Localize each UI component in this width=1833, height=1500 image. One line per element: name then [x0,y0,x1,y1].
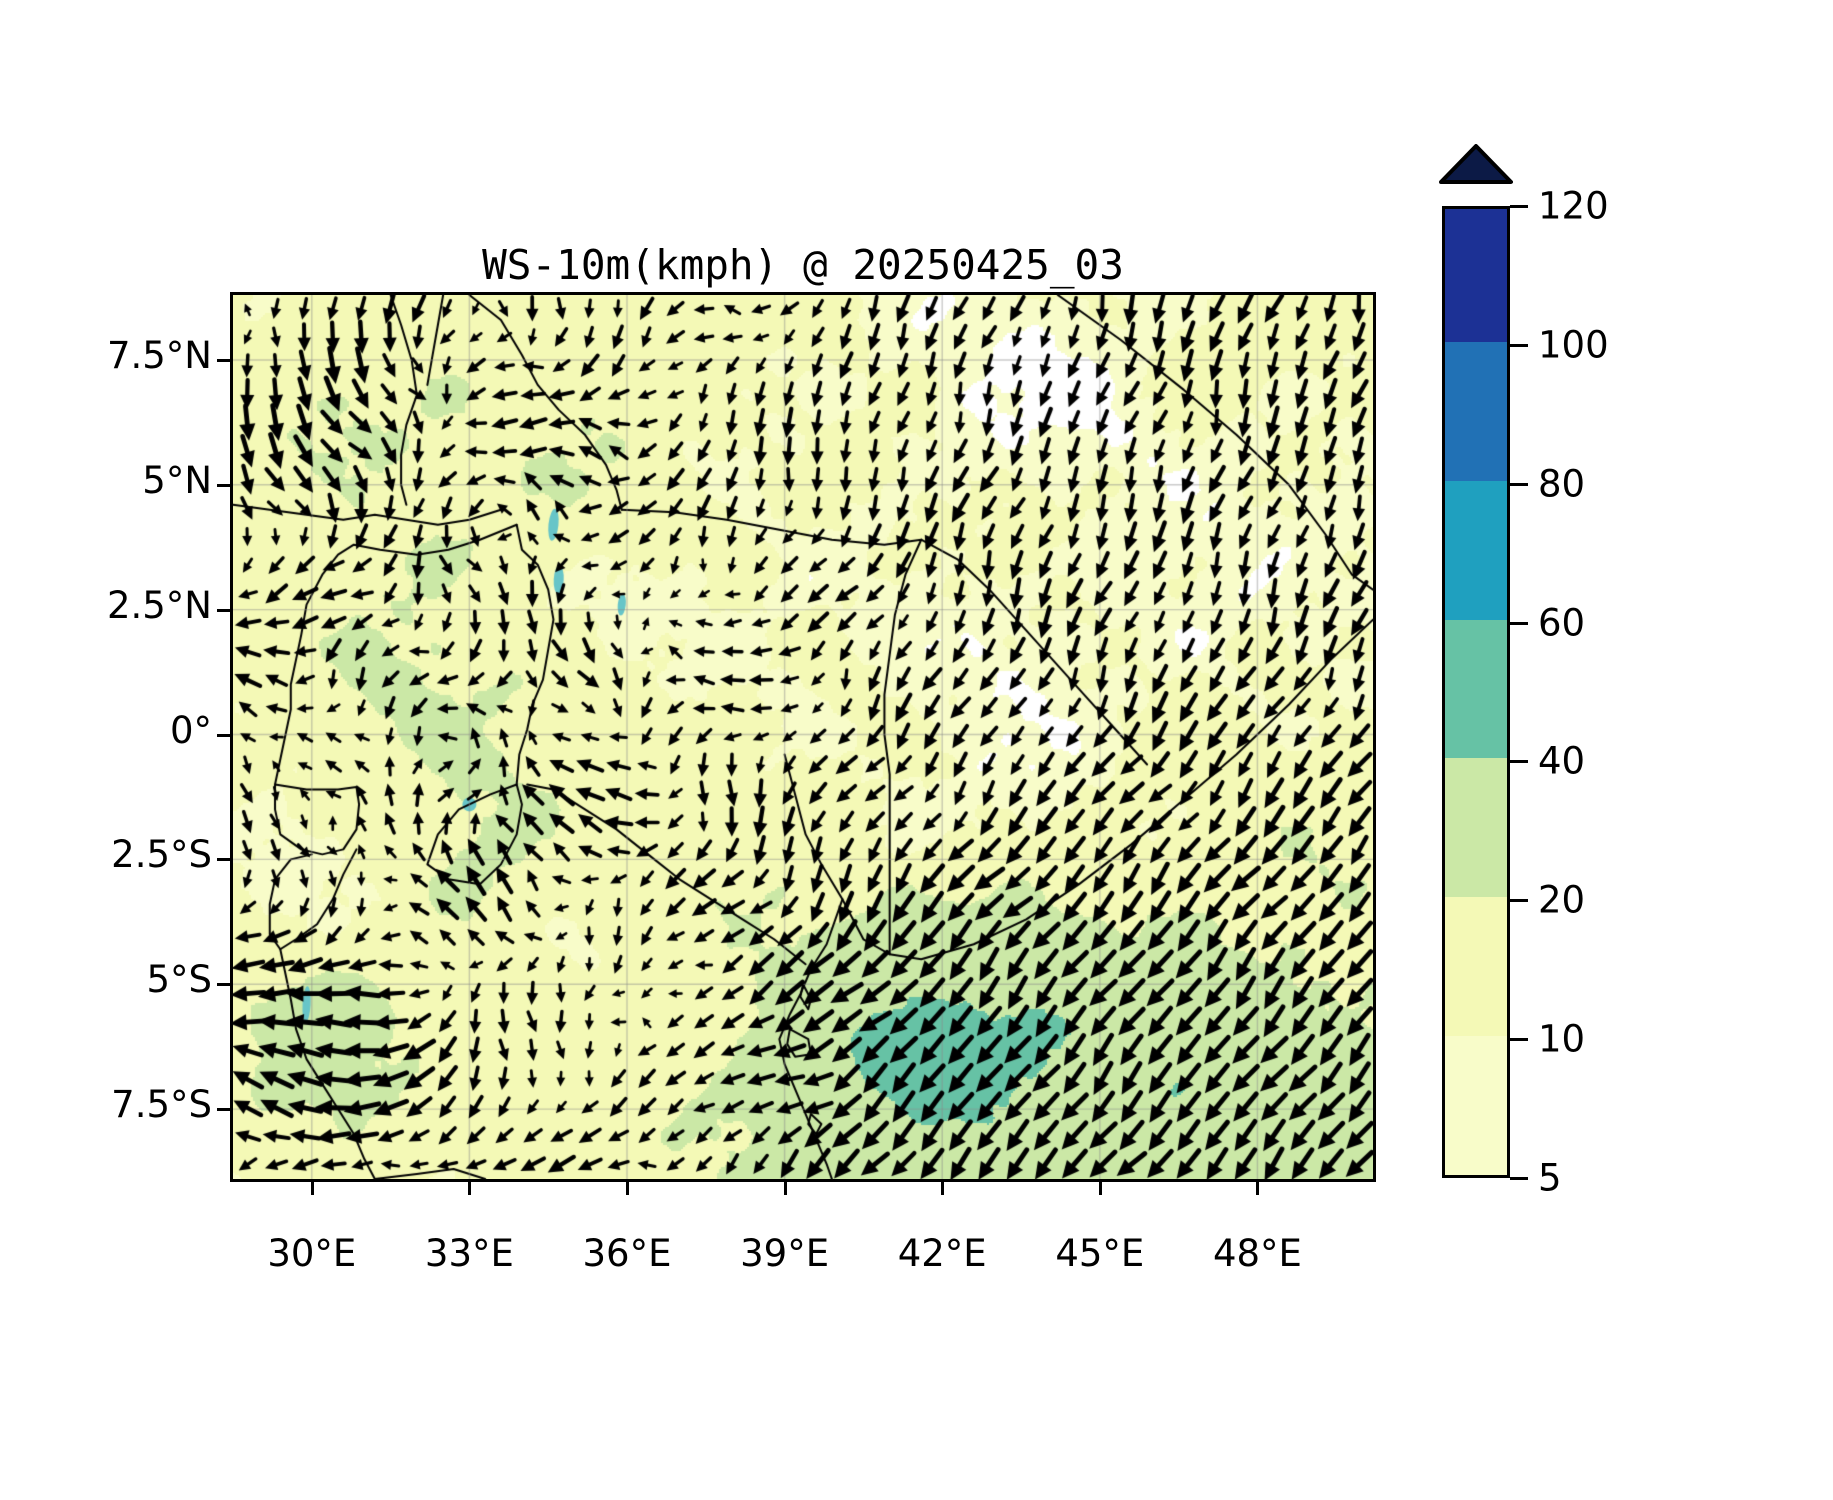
ytick-mark [217,983,230,987]
colorbar-tick-label: 5 [1538,1156,1562,1200]
chart-title-line-1: WS-10m(kmph) @ 20250425_03 [482,241,1124,290]
xtick-mark [310,1182,314,1195]
ytick-label: 5°S [146,958,212,1002]
colorbar-segment [1445,340,1507,481]
xtick-label: 42°E [897,1232,987,1275]
ytick-mark [217,733,230,737]
ytick-mark [217,483,230,487]
ytick-mark [217,858,230,862]
colorbar-tick-mark [1510,760,1528,764]
colorbar-segment [1445,209,1507,342]
colorbar-segment [1445,896,1507,1037]
xtick-mark [626,1182,629,1195]
colorbar-tick-label: 120 [1538,184,1609,228]
colorbar-segment [1445,479,1507,620]
wind-speed-map [233,295,1373,1179]
colorbar-tick-label: 100 [1538,323,1609,367]
ytick-label: 5°N [142,458,212,502]
colorbar-body [1442,206,1510,1178]
colorbar-tick-mark [1510,482,1528,486]
ytick-mark [217,358,230,362]
colorbar-segment [1445,757,1507,898]
colorbar-tick-label: 20 [1538,878,1586,922]
ytick-label: 7.5°N [106,333,212,377]
ytick-label: 2.5°S [111,833,212,877]
xtick-label: 36°E [582,1232,672,1275]
colorbar-tick-mark [1510,205,1528,208]
ytick-mark [217,608,230,612]
ytick-label: 7.5°S [111,1083,212,1127]
colorbar-tick-mark [1510,343,1528,347]
xtick-mark [941,1182,945,1195]
colorbar-segment [1445,1035,1507,1175]
colorbar-tick-mark [1510,1177,1528,1180]
colorbar-tick-label: 10 [1538,1017,1586,1061]
ytick-mark [217,1108,230,1112]
colorbar: 120 100 80 60 40 20 10 5 [1439,144,1609,1200]
colorbar-tick-mark [1510,621,1528,625]
ytick-label: 0° [169,708,212,752]
xtick-mark [783,1182,787,1195]
colorbar-segment [1445,618,1507,759]
xtick-label: 48°E [1212,1232,1302,1275]
xtick-label: 39°E [740,1232,830,1275]
colorbar-tick-mark [1510,1038,1528,1042]
ytick-label: 2.5°N [106,583,212,627]
xtick-mark [468,1182,472,1195]
xtick-mark [1098,1182,1102,1195]
xtick-label: 45°E [1055,1232,1145,1275]
xtick-label: 30°E [267,1232,357,1275]
map-plot-area [230,292,1376,1182]
colorbar-tick-label: 80 [1538,462,1586,506]
colorbar-tick-label: 40 [1538,739,1586,783]
colorbar-tick-label: 60 [1538,601,1586,645]
xtick-label: 33°E [424,1232,514,1275]
colorbar-tick-mark [1510,899,1528,903]
xtick-mark [1256,1182,1260,1195]
